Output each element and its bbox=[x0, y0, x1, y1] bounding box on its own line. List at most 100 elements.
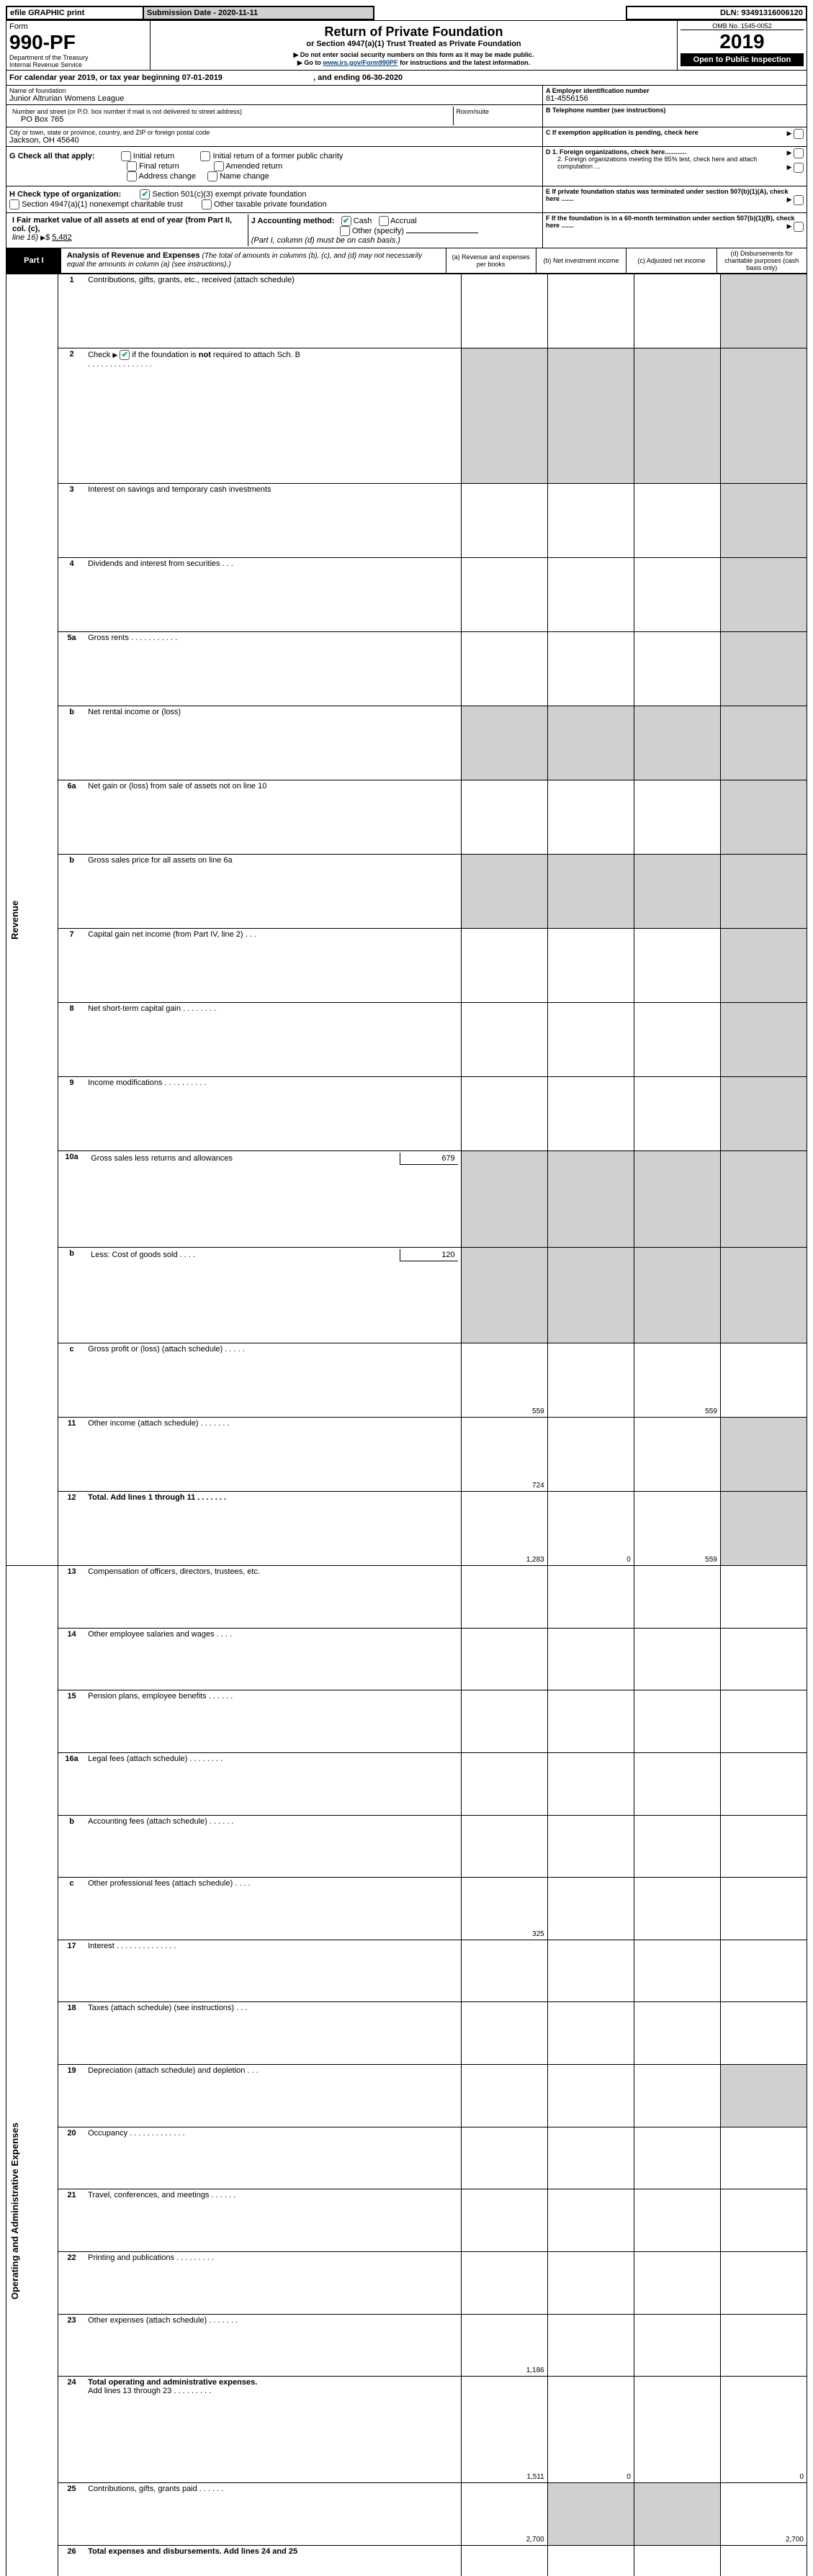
f-checkbox[interactable] bbox=[794, 222, 804, 232]
cell-d bbox=[720, 1491, 807, 1565]
d2-checkbox[interactable] bbox=[794, 163, 804, 173]
d1-checkbox[interactable] bbox=[794, 148, 804, 158]
j-accrual[interactable] bbox=[379, 216, 389, 226]
col-b: (b) Net investment income bbox=[536, 248, 626, 274]
cell-c bbox=[634, 1815, 720, 1878]
efile-label: efile GRAPHIC print bbox=[6, 6, 143, 19]
line-number: 11 bbox=[58, 1417, 86, 1491]
line-number: 21 bbox=[58, 2189, 86, 2252]
h-501c3[interactable] bbox=[140, 189, 150, 199]
cell-c bbox=[634, 274, 720, 348]
cell-d bbox=[720, 2127, 807, 2189]
cell-a: 1,511 bbox=[461, 2377, 547, 2483]
part1-label: Part I bbox=[6, 248, 61, 274]
e-checkbox[interactable] bbox=[794, 195, 804, 205]
cell-a bbox=[461, 1690, 547, 1753]
c-checkbox[interactable] bbox=[794, 129, 804, 139]
line-number: b bbox=[58, 1247, 86, 1343]
line-number: c bbox=[58, 1878, 86, 1940]
cell-b bbox=[547, 2252, 634, 2315]
cell-d bbox=[720, 855, 807, 929]
cell-b bbox=[547, 2189, 634, 2252]
cell-c bbox=[634, 929, 720, 1003]
cell-a: 325 bbox=[461, 1878, 547, 1940]
cell-b bbox=[547, 780, 634, 855]
cell-c bbox=[634, 2483, 720, 2546]
line-description: Net short-term capital gain . . . . . . … bbox=[85, 1003, 461, 1077]
j-cash[interactable] bbox=[341, 216, 351, 226]
g-label: G Check all that apply: bbox=[9, 152, 95, 161]
g-amended[interactable] bbox=[214, 161, 224, 171]
table-row: 23Other expenses (attach schedule) . . .… bbox=[6, 2314, 807, 2377]
g-initial-former[interactable] bbox=[200, 151, 210, 161]
tax-year: 2019 bbox=[681, 30, 804, 53]
line-number: 19 bbox=[58, 2065, 86, 2127]
g-name-change[interactable] bbox=[207, 171, 217, 181]
cell-c bbox=[634, 348, 720, 484]
cell-a bbox=[461, 2252, 547, 2315]
cell-b bbox=[547, 855, 634, 929]
submission-date: Submission Date - 2020-11-11 bbox=[143, 6, 374, 19]
cell-a: 2,700 bbox=[461, 2483, 547, 2546]
cell-b bbox=[547, 483, 634, 557]
cell-d bbox=[720, 631, 807, 706]
line-description: Check if the foundation is not required … bbox=[85, 348, 461, 484]
cell-b bbox=[547, 557, 634, 631]
line-description: Gross sales price for all assets on line… bbox=[85, 855, 461, 929]
cell-c bbox=[634, 1417, 720, 1491]
line-number: 13 bbox=[58, 1566, 86, 1629]
cell-a bbox=[461, 1815, 547, 1878]
cell-d bbox=[720, 1752, 807, 1815]
cell-b bbox=[547, 1940, 634, 2002]
g-final-return[interactable] bbox=[127, 161, 137, 171]
foundation-name: Junior Altrurian Womens League bbox=[9, 94, 539, 103]
table-row: 19Depreciation (attach schedule) and dep… bbox=[6, 2065, 807, 2127]
cell-d bbox=[720, 1815, 807, 1878]
h-other-taxable[interactable] bbox=[202, 199, 212, 210]
line-number: 26 bbox=[58, 2545, 86, 2576]
cell-c bbox=[634, 1690, 720, 1753]
j-other[interactable] bbox=[340, 226, 350, 236]
cell-a: 724 bbox=[461, 1417, 547, 1491]
part1-table: Revenue1Contributions, gifts, grants, et… bbox=[6, 274, 807, 2576]
line-number: 24 bbox=[58, 2377, 86, 2483]
cell-d bbox=[720, 1878, 807, 1940]
cell-b: 0 bbox=[547, 2545, 634, 2576]
line-description: Travel, conferences, and meetings . . . … bbox=[85, 2189, 461, 2252]
line-number: 20 bbox=[58, 2127, 86, 2189]
cell-d bbox=[720, 929, 807, 1003]
cell-a bbox=[461, 1628, 547, 1690]
line-description: Pension plans, employee benefits . . . .… bbox=[85, 1690, 461, 1753]
line2-checkbox[interactable] bbox=[120, 350, 130, 360]
form-number: 990-PF bbox=[9, 31, 147, 54]
cell-d: 2,700 bbox=[720, 2545, 807, 2576]
cell-a bbox=[461, 2127, 547, 2189]
form990pf-link[interactable]: www.irs.gov/Form990PF bbox=[323, 59, 397, 66]
cell-c bbox=[634, 2252, 720, 2315]
line-number: 14 bbox=[58, 1628, 86, 1690]
line-number: c bbox=[58, 1343, 86, 1417]
expenses-section-label: Operating and Administrative Expenses bbox=[6, 1566, 58, 2576]
table-row: bNet rental income or (loss) bbox=[6, 706, 807, 780]
cell-a bbox=[461, 348, 547, 484]
h-4947[interactable] bbox=[9, 199, 19, 210]
cell-d bbox=[720, 557, 807, 631]
cell-d bbox=[720, 1003, 807, 1077]
g-address-change[interactable] bbox=[127, 171, 137, 181]
cell-a: 1,186 bbox=[461, 2314, 547, 2377]
table-row: cOther professional fees (attach schedul… bbox=[6, 1878, 807, 1940]
line-number: 23 bbox=[58, 2314, 86, 2377]
cell-b bbox=[547, 631, 634, 706]
line-number: 17 bbox=[58, 1940, 86, 2002]
cell-a bbox=[461, 1247, 547, 1343]
g-initial-return[interactable] bbox=[121, 151, 131, 161]
line-description: Contributions, gifts, grants, etc., rece… bbox=[85, 274, 461, 348]
cell-c bbox=[634, 2314, 720, 2377]
cell-d bbox=[720, 706, 807, 780]
line-description: Total expenses and disbursements. Add li… bbox=[85, 2545, 461, 2576]
cell-d bbox=[720, 1940, 807, 2002]
line-number: 6a bbox=[58, 780, 86, 855]
table-row: 5aGross rents . . . . . . . . . . . bbox=[6, 631, 807, 706]
cell-b bbox=[547, 1566, 634, 1629]
line-description: Dividends and interest from securities .… bbox=[85, 557, 461, 631]
